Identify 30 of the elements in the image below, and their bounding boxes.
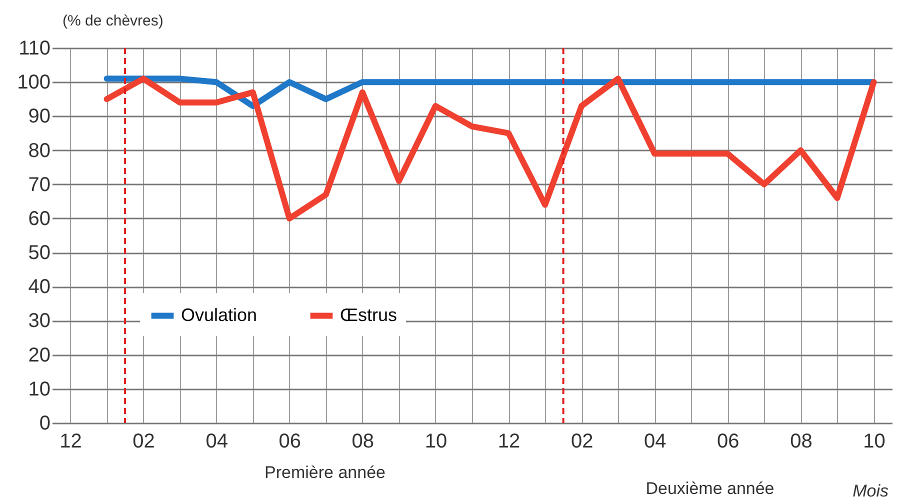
y-tick-label: 20 xyxy=(28,344,50,366)
x-tick-label: 02 xyxy=(132,430,155,452)
y-tick-label: 70 xyxy=(28,174,50,196)
x-tick-label: 04 xyxy=(644,430,666,452)
y-tick-label: 0 xyxy=(39,412,50,434)
legend-label: Œstrus xyxy=(340,304,398,325)
x-tick-label: 12 xyxy=(60,430,82,452)
y-tick-label: 10 xyxy=(28,378,50,400)
y-tick-label: 40 xyxy=(28,276,50,298)
y-tick-label: 30 xyxy=(28,310,50,332)
legend-label: Ovulation xyxy=(181,304,258,325)
x-tick-label: 10 xyxy=(863,430,886,452)
x-axis-title: Mois xyxy=(852,482,889,500)
y-tick-label: 50 xyxy=(28,242,50,264)
x-tick-label: 06 xyxy=(717,430,740,452)
x-tick-label: 08 xyxy=(790,430,812,452)
x-tick-label: 04 xyxy=(206,430,228,452)
x-tick-label: 02 xyxy=(570,430,594,452)
y-tick-label: 100 xyxy=(17,72,50,94)
y-tick-label: 80 xyxy=(28,140,50,162)
x-tick-label: 12 xyxy=(498,430,520,452)
x-tick-label: 08 xyxy=(352,430,374,452)
text: Deuxième année xyxy=(646,479,774,498)
text: Première année xyxy=(264,463,386,482)
y-tick-label: 110 xyxy=(18,38,50,60)
y-tick-label: 60 xyxy=(28,208,50,230)
x-tick-label: 06 xyxy=(278,430,302,452)
y-axis-title: (% de chèvres) xyxy=(62,12,164,30)
y-tick-label: 90 xyxy=(28,106,50,128)
x-tick-label: 10 xyxy=(424,430,448,452)
